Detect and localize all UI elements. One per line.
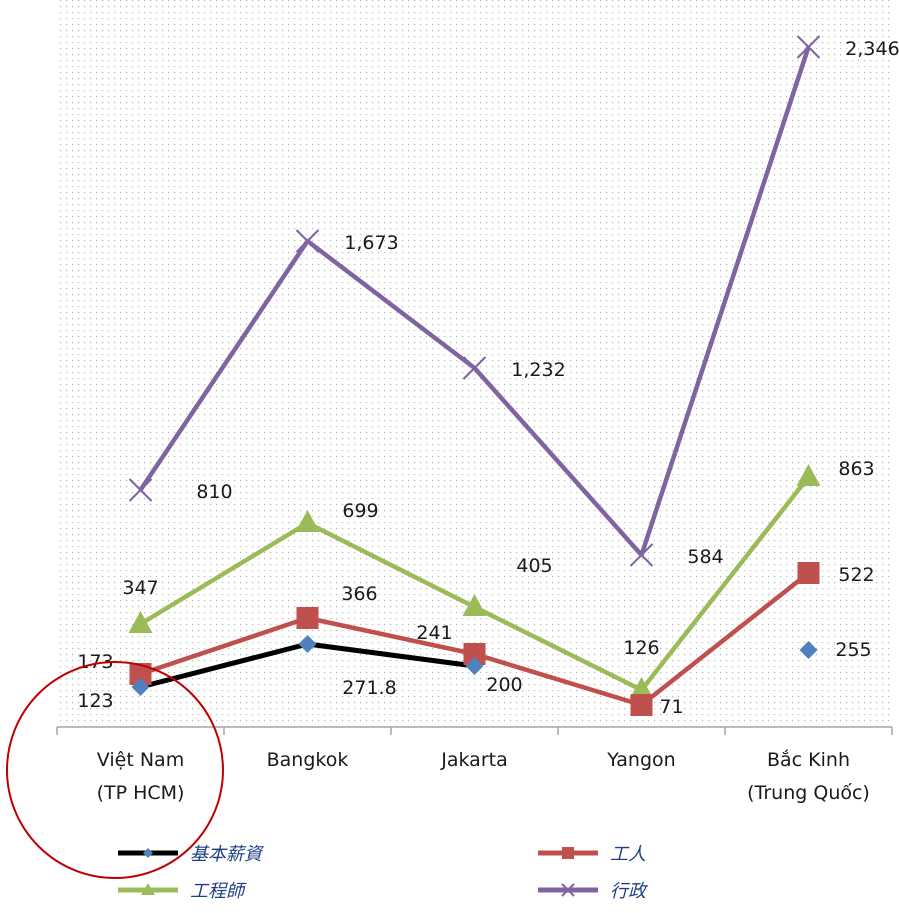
data-label: 255 (835, 639, 871, 661)
x-tick-label: (Trung Quốc) (747, 782, 870, 804)
legend-label: 基本薪資 (190, 844, 265, 865)
x-tick-label: Jakarta (440, 749, 507, 771)
data-point (796, 35, 821, 59)
x-tick-label: (TP HCM) (97, 782, 185, 804)
data-label: 2,346 (845, 38, 899, 60)
x-tick-label: Bắc Kinh (767, 748, 850, 771)
data-point (629, 677, 654, 699)
data-point (629, 543, 654, 567)
legend-label: 工程師 (190, 881, 247, 902)
plot-area-dotted-background (57, 0, 892, 727)
x-tick-label: Bangkok (267, 749, 349, 771)
legend-marker (561, 883, 575, 897)
data-point (463, 643, 486, 665)
data-label: 126 (623, 637, 659, 659)
data-label: 405 (516, 555, 552, 577)
data-label: 1,232 (511, 359, 565, 381)
data-label: 173 (77, 651, 113, 673)
data-label: 200 (486, 674, 522, 696)
legend-entry: 行政 (538, 881, 649, 902)
data-label: 71 (659, 696, 683, 718)
data-label: 863 (838, 458, 874, 480)
data-point (128, 611, 153, 633)
data-point (630, 694, 653, 716)
x-tick-label: Việt Nam (97, 749, 184, 771)
legend-label: 行政 (610, 881, 649, 902)
data-label: 123 (77, 690, 113, 712)
data-point (131, 678, 150, 696)
data-label: 366 (341, 583, 377, 605)
x-tick-label: Yangon (606, 749, 675, 771)
legend-marker (143, 848, 153, 858)
data-point (296, 607, 319, 629)
data-point (295, 229, 320, 253)
legend-entry: 工程師 (118, 881, 247, 902)
annotation-circle (6, 661, 224, 879)
data-point (465, 657, 484, 675)
data-label: 347 (122, 577, 158, 599)
data-point (797, 562, 820, 584)
data-point (462, 594, 487, 616)
data-point (298, 635, 317, 653)
data-label: 241 (416, 622, 452, 644)
data-label: 699 (342, 500, 378, 522)
legend-label: 工人 (610, 844, 646, 865)
data-point (128, 478, 153, 502)
legend-marker (562, 847, 574, 859)
legend-entry: 基本薪資 (118, 844, 265, 865)
data-label: 810 (196, 481, 232, 503)
data-point (462, 356, 487, 380)
data-point (295, 510, 320, 532)
data-label: 584 (687, 546, 723, 568)
legend-marker (141, 883, 155, 895)
data-point (129, 663, 152, 685)
data-label: 271.8 (342, 677, 396, 699)
data-label: 522 (838, 564, 874, 586)
data-point (799, 641, 818, 659)
legend-entry: 工人 (538, 844, 646, 865)
data-label: 1,673 (344, 232, 398, 254)
data-point (796, 464, 821, 486)
